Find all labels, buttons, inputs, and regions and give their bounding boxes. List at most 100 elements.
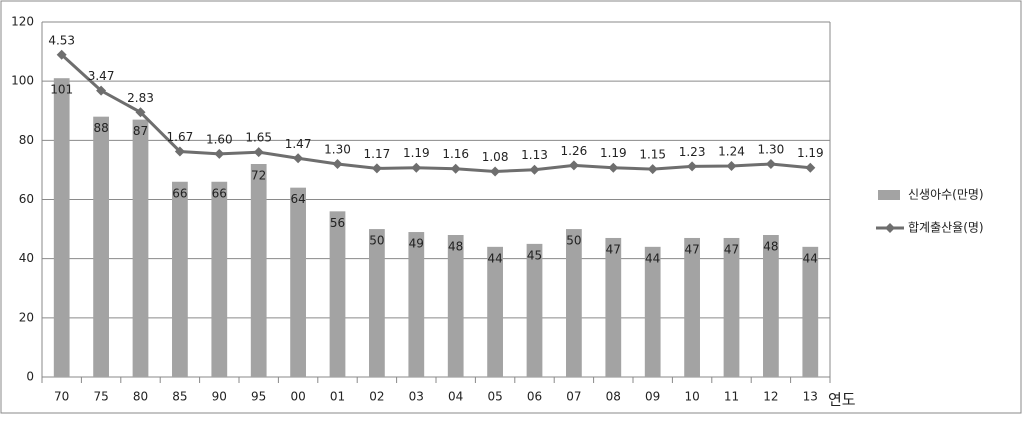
bar — [329, 211, 346, 377]
bar-label: 47 — [724, 242, 739, 256]
x-tick-label: 11 — [724, 390, 739, 404]
bar — [290, 187, 306, 377]
x-tick-label: 10 — [684, 390, 699, 404]
y-tick-label: 80 — [19, 133, 34, 147]
x-tick-label: 07 — [566, 390, 581, 404]
bar — [132, 119, 149, 377]
bar-label: 49 — [409, 237, 424, 251]
y-tick-label: 60 — [19, 192, 34, 206]
bar — [526, 243, 543, 377]
bar — [684, 237, 700, 377]
bar — [802, 246, 819, 377]
line-label: 1.67 — [167, 130, 194, 144]
bar-label: 44 — [803, 251, 818, 265]
x-tick-label: 13 — [803, 390, 818, 404]
y-tick-label: 40 — [19, 251, 34, 265]
marker — [805, 162, 816, 173]
bar — [566, 229, 582, 377]
marker — [490, 166, 501, 177]
x-tick-label: 08 — [606, 390, 621, 404]
y-tick-label: 0 — [26, 370, 34, 384]
bar — [487, 246, 503, 377]
bar-label: 101 — [50, 83, 73, 97]
marker — [214, 148, 225, 159]
bar-label: 87 — [133, 124, 148, 138]
marker — [96, 85, 107, 96]
bar-label: 47 — [606, 242, 621, 256]
bar — [447, 235, 464, 377]
x-tick-label: 90 — [212, 390, 227, 404]
y-tick-label: 100 — [11, 74, 34, 88]
marker — [332, 159, 343, 169]
line-label: 1.60 — [206, 132, 233, 146]
bar-label: 48 — [763, 240, 778, 254]
legend-swatch — [878, 190, 900, 200]
bar-label: 44 — [487, 251, 502, 265]
marker — [293, 153, 304, 164]
line-label: 1.24 — [718, 145, 745, 159]
x-tick-label: 04 — [448, 390, 463, 404]
y-tick-label: 20 — [19, 310, 34, 324]
x-tick-label: 09 — [645, 390, 660, 404]
legend-label: 신생아수(만명) — [908, 188, 984, 202]
chart-border — [0, 0, 1022, 414]
line-label: 2.83 — [127, 91, 154, 105]
bar — [644, 246, 661, 377]
bar-label: 47 — [684, 242, 699, 256]
marker — [568, 160, 579, 171]
marker — [608, 162, 619, 173]
bar — [53, 78, 70, 377]
x-tick-label: 70 — [54, 390, 69, 404]
x-tick-label: 01 — [330, 390, 345, 404]
line-label: 1.30 — [758, 143, 785, 157]
line-label: 1.47 — [285, 137, 312, 151]
marker — [450, 163, 461, 174]
bar-label: 66 — [212, 186, 227, 200]
line-label: 1.30 — [324, 143, 351, 157]
line — [60, 53, 811, 173]
line-label: 4.53 — [48, 33, 75, 47]
line-label: 1.19 — [600, 146, 627, 160]
bar — [369, 229, 385, 377]
marker — [174, 146, 185, 157]
legend-label: 합계출산율(명) — [908, 221, 984, 235]
marker — [371, 163, 382, 174]
line-label: 1.08 — [482, 150, 509, 164]
marker — [687, 161, 698, 172]
x-tick-label: 85 — [172, 390, 187, 404]
line-label: 1.16 — [442, 147, 469, 161]
x-tick-label: 03 — [409, 390, 424, 404]
x-axis-label: 연도 — [828, 391, 856, 409]
line-label: 1.26 — [561, 144, 588, 158]
y-tick-label: 120 — [11, 15, 34, 29]
x-tick-label: 80 — [133, 390, 148, 404]
bar-label: 48 — [448, 240, 463, 254]
x-tick-label: 02 — [369, 390, 384, 404]
bar — [211, 181, 228, 377]
x-tick-label: 06 — [527, 390, 542, 404]
bar-label: 50 — [566, 234, 581, 248]
marker — [253, 147, 264, 158]
marker — [726, 161, 737, 172]
x-tick-label: 75 — [93, 390, 108, 404]
bar — [172, 181, 188, 377]
bar — [723, 237, 740, 377]
marker — [135, 107, 146, 118]
bar-label: 66 — [172, 186, 187, 200]
bar-label: 50 — [369, 234, 384, 248]
bar — [763, 235, 779, 377]
line-label: 1.17 — [364, 147, 391, 161]
x-tick-label: 12 — [763, 390, 778, 404]
marker — [647, 164, 658, 175]
bar — [250, 164, 267, 377]
x-tick-label: 05 — [487, 390, 502, 404]
bar-label: 88 — [93, 121, 108, 135]
line-label: 1.23 — [679, 145, 706, 159]
legend-marker — [885, 223, 895, 233]
x-tick-label: 00 — [290, 390, 305, 404]
line-label: 1.65 — [245, 131, 272, 145]
bar — [605, 237, 622, 377]
x-tick-label: 95 — [251, 390, 266, 404]
bar-label: 64 — [290, 192, 305, 206]
